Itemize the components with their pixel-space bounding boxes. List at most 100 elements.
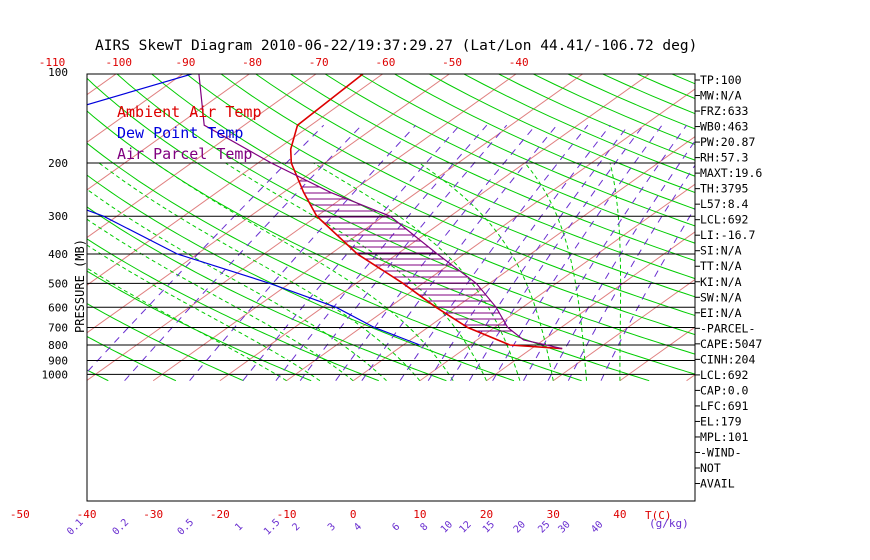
isotherm-line (87, 74, 384, 286)
index-label: MW:N/A (700, 89, 742, 103)
isotherm-line (552, 278, 695, 382)
temp-tick-label-bottom: -40 (77, 508, 97, 521)
mixing-ratio-tick-label: 40 (589, 519, 605, 535)
mixing-ratio-tick-label: 12 (457, 519, 473, 535)
dry-adiabat-line (87, 270, 312, 382)
index-label: SW:N/A (700, 290, 742, 304)
temp-tick-label-top: -40 (509, 56, 529, 69)
plot-frame (86, 73, 696, 502)
pressure-tick-label: 900 (48, 354, 68, 367)
mixing-ratio-tick-label: 4 (352, 521, 364, 533)
temp-tick-label-top: -70 (309, 56, 329, 69)
dry-adiabat-line (87, 302, 244, 382)
index-label: NOT (700, 461, 721, 475)
temp-tick-label-bottom: -20 (210, 508, 230, 521)
temp-tick-label-top: -50 (442, 56, 462, 69)
pressure-tick-label: 600 (48, 301, 68, 314)
temp-tick-label-top: -60 (375, 56, 395, 69)
index-label: CAP:0.0 (700, 383, 749, 397)
isotherm-line (152, 74, 584, 382)
isotherm-line (352, 135, 695, 382)
index-label: LFC:691 (700, 399, 749, 413)
moist-adiabat-line (225, 162, 487, 381)
index-label: FRZ:633 (700, 104, 749, 118)
index-label: L57:8.4 (700, 197, 749, 211)
moist-adiabat-line (87, 218, 354, 382)
moist-adiabat-line (419, 162, 554, 381)
moist-adiabat-line (87, 244, 321, 382)
index-label: MAXT:19.6 (700, 166, 762, 180)
moist-adiabat-line (98, 162, 421, 382)
index-label: LCL:692 (700, 213, 748, 227)
temp-tick-label-bottom: 10 (413, 508, 426, 521)
dry-adiabat-line (254, 74, 695, 280)
dry-adiabat-line (87, 206, 447, 382)
index-label: -PARCEL- (700, 321, 755, 335)
mixing-ratio-tick-label: 3 (326, 521, 338, 533)
temp-tick-label-top: -100 (105, 56, 132, 69)
background-lines (87, 43, 870, 382)
index-label: CAPE:5047 (700, 337, 762, 351)
index-label: -WIND- (700, 445, 742, 459)
mixing-ratio-line (547, 140, 695, 381)
temp-tick-label-top: -90 (175, 56, 195, 69)
mixing-ratio-tick-label: 25 (536, 519, 552, 535)
dry-adiabat-line (87, 77, 695, 375)
dew-point-temp-line (87, 74, 421, 346)
index-label: AVAIL (700, 477, 735, 491)
dry-adiabat-line (358, 74, 695, 227)
mixing-ratio-tick-label: 15 (481, 519, 497, 535)
profile-lines (87, 74, 563, 350)
mixing-ratio-tick-label: 6 (390, 521, 402, 533)
temp-tick-label-bottom: 20 (480, 508, 493, 521)
mixing-ratio-tick-label: 2 (291, 521, 303, 533)
index-label: RH:57.3 (700, 151, 749, 165)
dry-adiabat-line (87, 142, 582, 382)
mixing-ratio-line (468, 124, 644, 381)
pressure-tick-label: 500 (48, 277, 68, 290)
y-axis-label: PRESSURE (MB) (73, 239, 87, 333)
index-label: TT:N/A (700, 259, 742, 273)
index-label: TH:3795 (700, 182, 748, 196)
index-label: EL:179 (700, 414, 742, 428)
dry-adiabat-line (220, 74, 695, 298)
mixing-ratio-tick-label: 0.2 (111, 517, 132, 538)
moist-adiabat-line (87, 267, 287, 382)
moist-adiabat-line (87, 188, 387, 382)
moist-adiabat-line (524, 162, 587, 381)
temp-tick-label-bottom: 30 (547, 508, 560, 521)
dry-adiabat-line (87, 335, 177, 382)
isotherm-line (87, 74, 251, 191)
mixing-ratio-tick-label: 30 (557, 519, 573, 535)
isotherm-line (87, 74, 317, 239)
pressure-tick-label: 700 (48, 321, 68, 334)
mixing-ratio-unit-label: (g/kg) (649, 517, 689, 530)
moist-adiabat-line (155, 162, 454, 381)
mixing-ratio-tick-label: 1 (233, 521, 245, 533)
temp-tick-label-bottom: -10 (277, 508, 297, 521)
index-label: LCL:692 (700, 368, 748, 382)
temp-tick-label-bottom: 0 (350, 508, 357, 521)
pressure-tick-label: 800 (48, 339, 68, 352)
isotherm-line (753, 43, 870, 381)
mixing-ratio-tick-label: 20 (512, 519, 528, 535)
dry-adiabat-line (668, 43, 870, 381)
index-label: MPL:101 (700, 430, 749, 444)
air-parcel-temp-line (198, 74, 563, 350)
plot-border (86, 73, 696, 502)
temp-unit-label: T(C) (645, 509, 672, 522)
dry-adiabat-line (150, 74, 695, 336)
legend-ambient-air-temp: Ambient Air Temp (117, 103, 262, 121)
dry-adiabat-line (87, 174, 515, 382)
cape-hatching (298, 180, 513, 332)
mixing-ratio-line (87, 124, 325, 373)
index-label: EI:N/A (700, 306, 742, 320)
pressure-tick-label: 1000 (42, 368, 69, 381)
pressure-tick-label: 400 (48, 248, 68, 261)
legend: Ambient Air Temp Dew Point Temp Air Parc… (117, 103, 262, 163)
legend-air-parcel-temp: Air Parcel Temp (117, 145, 252, 163)
mixing-ratio-tick-label: 0.5 (176, 517, 197, 538)
